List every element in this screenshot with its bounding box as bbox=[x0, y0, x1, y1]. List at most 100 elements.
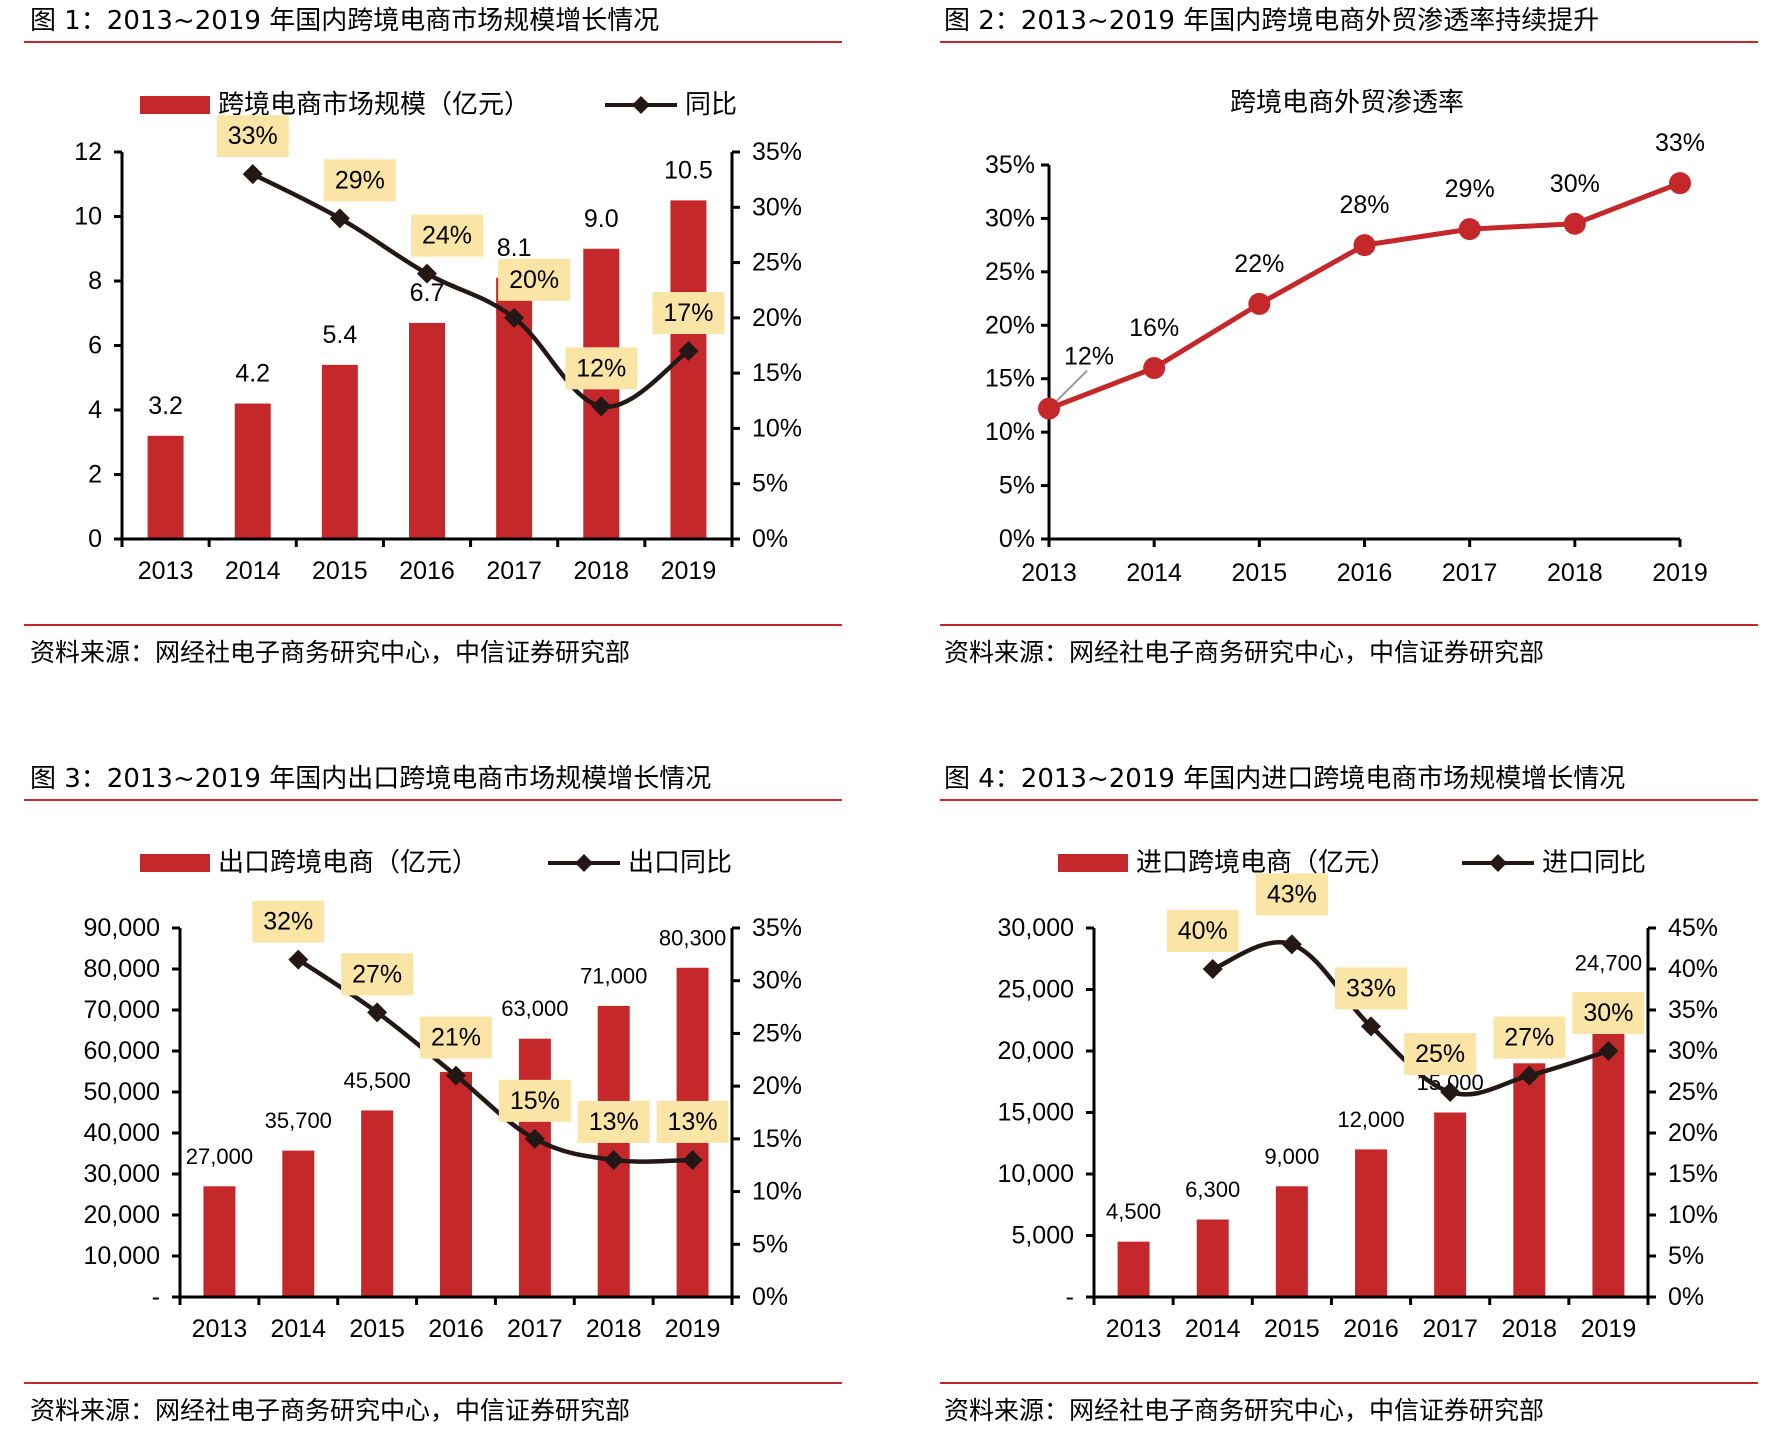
bar-value-label: 4,500 bbox=[1106, 1199, 1161, 1224]
y-left-tick-label: 10,000 bbox=[998, 1160, 1074, 1188]
yoy-value-label: 32% bbox=[263, 908, 313, 936]
y-right-tick-label: 30% bbox=[752, 967, 802, 995]
y-left-tick-label: 12 bbox=[74, 138, 102, 166]
yoy-value-label: 27% bbox=[352, 960, 402, 988]
x-tick-label: 2017 bbox=[486, 557, 542, 585]
penetration-value-label: 30% bbox=[1550, 170, 1600, 198]
yoy-label-box bbox=[1493, 1016, 1566, 1059]
bar-value-label: 71,000 bbox=[580, 963, 647, 988]
bar-value-label: 35,700 bbox=[265, 1108, 332, 1133]
penetration-marker bbox=[1248, 292, 1271, 315]
y-tick-label: 10% bbox=[985, 418, 1035, 446]
penetration-value-label: 16% bbox=[1129, 314, 1179, 342]
chart-4: 进口跨境电商（亿元） 进口同比 4,500 6,300 9,000 12,000 15,00… bbox=[998, 848, 1719, 1343]
yoy-label-box bbox=[1572, 992, 1645, 1034]
y-right-tick-label: 5% bbox=[1668, 1242, 1704, 1270]
yoy-marker bbox=[242, 164, 263, 185]
bar bbox=[1592, 993, 1625, 1297]
y-tick-label: 35% bbox=[985, 151, 1035, 179]
x-tick-label: 2017 bbox=[1422, 1315, 1478, 1343]
legend-diamond-icon bbox=[575, 854, 593, 872]
legend-bar-label: 进口跨境电商（亿元） bbox=[1136, 848, 1396, 878]
legend-bar-label: 跨境电商市场规模（亿元） bbox=[218, 90, 530, 120]
y-left-tick-label: 30,000 bbox=[84, 1160, 160, 1188]
bar bbox=[1434, 1112, 1467, 1297]
figure-2-source: 资料来源：网经社电子商务研究中心，中信证券研究部 bbox=[944, 638, 1545, 667]
yoy-value-label: 40% bbox=[1178, 917, 1228, 945]
y-right-tick-label: 20% bbox=[752, 1072, 802, 1100]
bar-value-label: 8.1 bbox=[497, 234, 532, 262]
yoy-value-label: 33% bbox=[1346, 974, 1396, 1002]
bar-value-label: 9.0 bbox=[584, 205, 619, 233]
bar-value-label: 4.2 bbox=[235, 360, 270, 388]
figure-1-source: 资料来源：网经社电子商务研究中心，中信证券研究部 bbox=[30, 638, 631, 667]
y-tick-label: 25% bbox=[985, 258, 1035, 286]
penetration-marker bbox=[1038, 397, 1060, 420]
bar bbox=[670, 200, 707, 539]
penetration-marker bbox=[1143, 357, 1166, 380]
yoy-value-label: 29% bbox=[335, 166, 385, 194]
y-tick-label: 5% bbox=[999, 472, 1035, 500]
x-tick-label: 2015 bbox=[349, 1315, 405, 1343]
bar-value-label: 3.2 bbox=[148, 392, 183, 420]
bar-value-label: 63,000 bbox=[501, 996, 568, 1021]
yoy-value-label: 30% bbox=[1583, 999, 1633, 1027]
y-left-tick-label: 80,000 bbox=[84, 955, 160, 983]
x-tick-label: 2016 bbox=[399, 557, 455, 585]
x-tick-label: 2017 bbox=[507, 1315, 563, 1343]
x-tick-label: 2018 bbox=[586, 1315, 642, 1343]
y-left-tick-label: 60,000 bbox=[84, 1037, 160, 1065]
penetration-value-label: 28% bbox=[1339, 191, 1389, 219]
yoy-label-box bbox=[1404, 1033, 1477, 1075]
yoy-marker bbox=[1281, 934, 1302, 955]
figure-4-title: 图 4：2013~2019 年国内进口跨境电商市场规模增长情况 bbox=[944, 764, 1626, 794]
yoy-marker bbox=[682, 1149, 703, 1170]
y-right-tick-label: 10% bbox=[752, 1178, 802, 1206]
y-right-tick-label: 30% bbox=[1668, 1037, 1718, 1065]
bar-value-label: 10.5 bbox=[664, 156, 713, 184]
y-right-tick-label: 0% bbox=[1668, 1283, 1704, 1311]
bar-value-label: 24,700 bbox=[1575, 951, 1642, 976]
x-tick-label: 2015 bbox=[1264, 1315, 1320, 1343]
x-tick-label: 2016 bbox=[1343, 1315, 1399, 1343]
y-tick-label: 15% bbox=[985, 365, 1035, 393]
bar bbox=[234, 403, 271, 539]
yoy-marker bbox=[1202, 959, 1223, 979]
y-right-tick-label: 0% bbox=[752, 1283, 788, 1311]
yoy-value-label: 12% bbox=[576, 354, 626, 382]
y-left-tick-label: 5,000 bbox=[1011, 1222, 1074, 1250]
yoy-label-box bbox=[498, 1079, 571, 1122]
x-tick-label: 2016 bbox=[428, 1315, 484, 1343]
y-right-tick-label: 20% bbox=[1668, 1119, 1718, 1147]
bar-value-label: 12,000 bbox=[1337, 1107, 1404, 1132]
yoy-marker bbox=[1598, 1041, 1619, 1061]
penetration-marker bbox=[1458, 218, 1481, 241]
bar bbox=[518, 1038, 551, 1297]
y-right-tick-label: 15% bbox=[752, 1125, 802, 1153]
yoy-value-label: 21% bbox=[431, 1024, 481, 1052]
bar-value-label: 27,000 bbox=[186, 1144, 253, 1169]
yoy-marker bbox=[288, 949, 309, 970]
figure-4-source-rule bbox=[940, 1382, 1758, 1384]
legend-line-label: 出口同比 bbox=[628, 848, 732, 878]
legend-line-label: 同比 bbox=[685, 90, 737, 120]
figure-1-title-rule bbox=[24, 41, 842, 43]
y-left-tick-label: 30,000 bbox=[998, 914, 1074, 942]
bar bbox=[1196, 1219, 1229, 1297]
legend-line-label: 进口同比 bbox=[1542, 848, 1646, 878]
legend-diamond-icon bbox=[632, 96, 650, 114]
y-left-tick-label: 0 bbox=[88, 525, 102, 553]
yoy-label-box bbox=[498, 258, 571, 301]
x-tick-label: 2014 bbox=[225, 557, 281, 585]
bar-value-label: 80,300 bbox=[659, 925, 726, 950]
x-tick-label: 2014 bbox=[270, 1315, 326, 1343]
x-tick-label: 2013 bbox=[1021, 559, 1077, 587]
yoy-label-box bbox=[341, 953, 414, 996]
y-right-tick-label: 10% bbox=[1668, 1201, 1718, 1229]
yoy-label-box bbox=[411, 214, 483, 257]
figure-4-title-rule bbox=[940, 799, 1758, 801]
y-left-tick-label: 15,000 bbox=[998, 1099, 1074, 1127]
yoy-value-label: 13% bbox=[589, 1108, 639, 1136]
figure-3-title: 图 3：2013~2019 年国内出口跨境电商市场规模增长情况 bbox=[30, 764, 712, 794]
